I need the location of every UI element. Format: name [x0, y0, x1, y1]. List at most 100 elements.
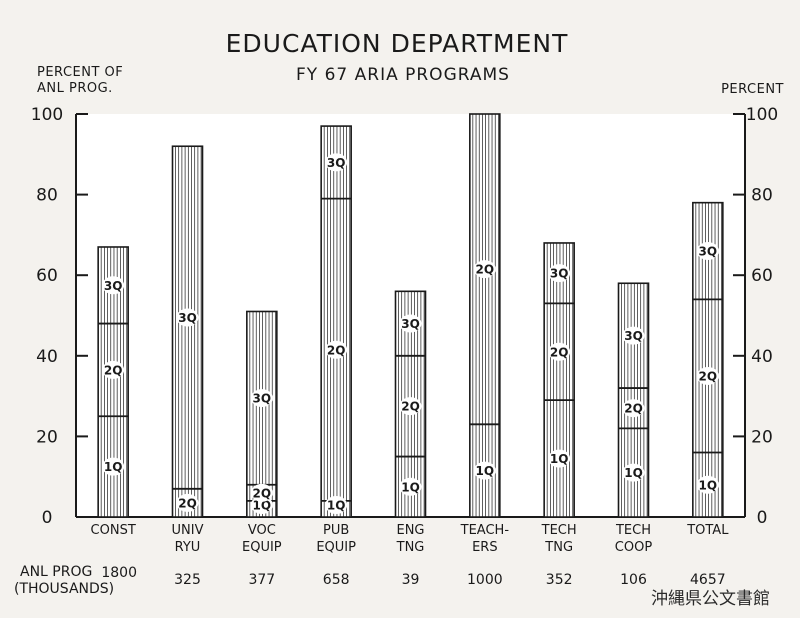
- quarter-label-bg: [176, 493, 199, 512]
- archive-stamp: 沖縄県公文書館: [651, 589, 770, 609]
- anl-prog-value: 352: [546, 572, 573, 588]
- quarter-label-bg: [622, 463, 645, 482]
- anl-prog-label: ANL PROG (THOUSANDS): [14, 564, 114, 597]
- anl-prog-value: 1800: [101, 565, 137, 581]
- chart-subtitle: FY 67 ARIA PROGRAMS: [296, 65, 510, 85]
- left-axis-title-line: PERCENT OF: [37, 65, 123, 80]
- category-label: TNG: [544, 540, 573, 555]
- quarter-label-bg: [473, 260, 496, 279]
- quarter-label: 1Q: [104, 460, 123, 474]
- quarter-label-bg: [325, 153, 348, 172]
- quarter-label-bg: [102, 276, 125, 295]
- bar: 1Q 2Q 3Q: [97, 246, 129, 518]
- chart-title: EDUCATION DEPARTMENT: [226, 29, 569, 58]
- quarter-label-bg: [548, 342, 571, 361]
- quarter-label: 1Q: [476, 464, 495, 478]
- bar-outline: [246, 310, 278, 518]
- bar-outline: [171, 145, 204, 518]
- anl-prog-value: 377: [248, 572, 275, 588]
- bars: 1Q2Q3Q2Q3Q1Q2Q3Q1Q2Q3Q1Q2Q3Q1Q2Q1Q2Q3Q1Q…: [97, 113, 724, 518]
- category-label: COOP: [615, 540, 653, 555]
- category-label: TNG: [396, 540, 425, 555]
- quarter-label: 1Q: [550, 452, 569, 466]
- bar-outline: [469, 113, 501, 518]
- category-labels: CONST UNIV RYU VOC EQUIP PUB EQUIP ENG TNG TEACH-…: [91, 523, 730, 555]
- anl-prog-value: 325: [174, 572, 201, 588]
- bar: 2Q 3Q: [171, 145, 204, 518]
- right-tick-label: 0: [757, 508, 768, 528]
- left-tick-label: 80: [36, 186, 58, 206]
- quarter-label: 2Q: [104, 363, 123, 377]
- category-label: TECH: [615, 523, 651, 538]
- quarter-label-bg: [399, 314, 422, 333]
- quarter-label: 3Q: [178, 311, 197, 325]
- left-axis-title-line: ANL PROG.: [37, 81, 113, 96]
- category-label: TECH: [541, 523, 577, 538]
- quarter-label-bg: [250, 389, 273, 408]
- anl-prog-value: 106: [620, 572, 647, 588]
- category-label: EQUIP: [242, 540, 282, 555]
- left-tick-label: 60: [36, 266, 58, 286]
- anl-prog-value: 39: [402, 572, 420, 588]
- left-axis-title: PERCENT OF ANL PROG.: [37, 65, 128, 96]
- quarter-label: 1Q: [327, 499, 346, 513]
- quarter-label: 2Q: [624, 402, 643, 416]
- right-tick-label: 80: [751, 186, 773, 206]
- category-label: PUB: [323, 523, 349, 538]
- quarter-label-bg: [622, 326, 645, 345]
- quarter-label-bg: [696, 242, 719, 261]
- bar-outline: [543, 242, 575, 518]
- quarter-label: 2Q: [178, 496, 197, 510]
- quarter-label-bg: [102, 360, 125, 379]
- quarter-label-bg: [548, 449, 571, 468]
- anl-prog-value: 658: [323, 572, 350, 588]
- category-label: TOTAL: [686, 523, 729, 538]
- ticks: 0 20 40 60 80 100 0 20 40 60 80 100: [31, 105, 778, 528]
- quarter-label-bg: [696, 366, 719, 385]
- quarter-label-bg: [399, 477, 422, 496]
- right-tick-label: 60: [751, 266, 773, 286]
- category-label: EQUIP: [316, 540, 356, 555]
- category-label: RYU: [175, 540, 201, 555]
- anl-prog-label-line: ANL PROG: [20, 564, 92, 580]
- anl-prog-value: 1000: [467, 572, 503, 588]
- quarter-label: 2Q: [401, 400, 420, 414]
- quarter-label: 2Q: [476, 263, 495, 277]
- quarter-label: 1Q: [253, 499, 272, 513]
- quarter-label-bg: [696, 475, 719, 494]
- quarter-label: 2Q: [699, 369, 718, 383]
- quarter-label: 3Q: [401, 317, 420, 331]
- bar: 1Q 2Q 3Q: [394, 290, 427, 518]
- quarter-label-bg: [548, 264, 571, 283]
- quarter-label: 3Q: [104, 279, 123, 293]
- left-tick-label: 0: [42, 508, 53, 528]
- quarter-label-bg: [399, 397, 422, 416]
- quarter-label: 1Q: [401, 480, 420, 494]
- quarter-label-bg: [102, 457, 125, 476]
- quarter-label: 1Q: [624, 466, 643, 480]
- bar: 1Q 2Q 3Q: [617, 282, 650, 518]
- quarter-label-bg: [325, 496, 348, 514]
- quarter-label: 3Q: [253, 392, 272, 406]
- quarter-label-bg: [473, 461, 496, 480]
- left-tick-label: 40: [36, 347, 58, 367]
- anl-prog-value: 4657: [690, 572, 726, 588]
- quarter-label-bg: [176, 308, 199, 327]
- category-label: ERS: [472, 540, 498, 555]
- quarter-label: 1Q: [699, 478, 718, 492]
- category-label: TEACH-: [460, 523, 510, 538]
- category-label: VOC: [248, 523, 276, 538]
- right-axis-title: PERCENT: [721, 82, 784, 97]
- quarter-label-bg: [622, 399, 645, 418]
- quarter-label: 3Q: [624, 329, 643, 343]
- right-tick-label: 100: [746, 105, 778, 125]
- bar-outline: [320, 125, 352, 518]
- quarter-label: 2Q: [253, 486, 272, 500]
- left-tick-label: 20: [36, 427, 58, 447]
- bar: 1Q 2Q: [469, 113, 501, 518]
